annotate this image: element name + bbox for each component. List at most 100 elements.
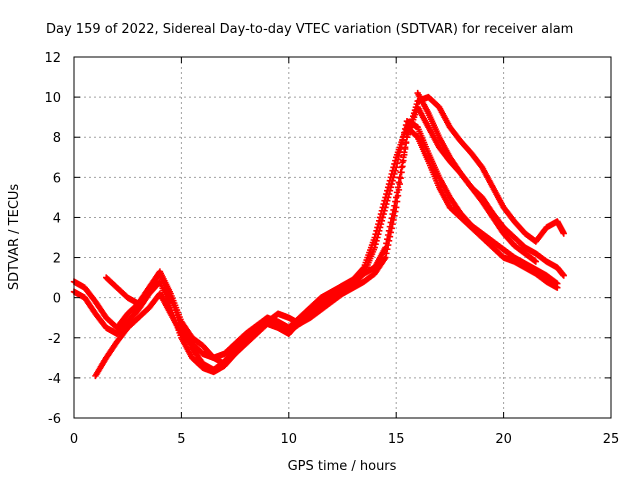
data-point <box>388 215 395 222</box>
series-trace-2 <box>70 117 561 376</box>
axis-ticks: 0 5 10 15 20 25 -6 -4 -2 0 2 4 6 8 10 12 <box>44 51 619 447</box>
data-point <box>560 272 567 279</box>
data-point <box>391 202 398 209</box>
data-point <box>396 174 403 181</box>
data-point <box>385 227 393 235</box>
x-tick-label: 20 <box>495 432 512 447</box>
grid-lines <box>74 57 611 418</box>
data-point <box>389 210 396 218</box>
data-point <box>386 187 394 194</box>
data-point <box>393 194 400 201</box>
data-point <box>397 174 404 182</box>
data-point <box>387 219 395 226</box>
data-point <box>392 198 399 205</box>
data-point <box>374 234 381 241</box>
chart-title: Day 159 of 2022, Sidereal Day-to-day VTE… <box>46 22 573 37</box>
data-point <box>381 207 388 214</box>
data-point <box>394 156 402 163</box>
data-point <box>372 240 379 248</box>
y-axis-label: SDTVAR / TECUs <box>7 184 22 291</box>
data-point <box>403 134 411 141</box>
data-point <box>392 167 399 174</box>
data-point <box>405 128 412 135</box>
series-trace-4 <box>103 93 567 368</box>
data-point <box>391 170 398 178</box>
x-axis-label: GPS time / hours <box>288 459 397 474</box>
y-tick-label: 8 <box>53 131 61 146</box>
plot-frame <box>73 56 612 419</box>
data-point <box>379 214 386 221</box>
data-point <box>382 244 389 251</box>
data-point <box>388 180 395 188</box>
data-point <box>394 184 402 191</box>
y-tick-label: -4 <box>48 372 61 387</box>
data-point <box>390 206 397 214</box>
data-point <box>371 244 378 251</box>
data-point <box>384 235 391 243</box>
data-point <box>399 137 406 144</box>
data-point <box>406 124 413 132</box>
data-point <box>385 190 393 198</box>
data-point <box>398 141 405 148</box>
data-point <box>373 237 380 245</box>
data-point <box>375 227 383 235</box>
data-point <box>409 115 416 123</box>
data-point <box>382 254 389 261</box>
data-point <box>384 231 392 239</box>
y-tick-label: -6 <box>48 412 61 427</box>
data-point <box>386 223 394 230</box>
data-point <box>400 154 407 161</box>
data-point <box>410 109 418 117</box>
data-point <box>412 103 420 111</box>
y-tick-label: -2 <box>48 332 61 347</box>
x-tick-label: 10 <box>281 432 298 447</box>
data-point <box>401 144 409 151</box>
series-trace-1 <box>70 123 561 374</box>
data-point <box>384 194 392 201</box>
data-point <box>401 149 408 156</box>
data-point <box>399 159 406 166</box>
data-point <box>378 217 386 224</box>
data-point <box>390 174 397 181</box>
data-point <box>410 112 417 120</box>
data-point <box>408 118 415 126</box>
series-trace-5 <box>414 89 567 279</box>
data-point <box>407 121 414 129</box>
data-point <box>411 106 419 114</box>
y-tick-label: 10 <box>44 91 61 106</box>
x-tick-label: 5 <box>177 432 185 447</box>
data-point <box>413 100 420 108</box>
data-point <box>398 164 405 171</box>
data-point <box>376 224 384 231</box>
data-point <box>560 230 567 237</box>
data-point <box>377 220 385 228</box>
data-point <box>395 179 403 186</box>
y-tick-label: 12 <box>44 51 61 66</box>
data-point <box>393 164 400 171</box>
data-point <box>393 160 401 167</box>
data-point <box>375 230 382 238</box>
y-tick-label: 4 <box>53 211 61 226</box>
data-point <box>554 280 561 287</box>
data-point <box>387 184 395 191</box>
data-point <box>397 144 404 152</box>
data-point <box>404 131 412 138</box>
y-tick-label: 6 <box>53 171 61 186</box>
x-tick-label: 0 <box>70 432 78 447</box>
data-markers <box>70 89 567 380</box>
data-point <box>383 240 390 247</box>
data-point <box>382 204 389 211</box>
data-point <box>383 200 390 208</box>
x-tick-label: 15 <box>388 432 405 447</box>
data-point <box>397 169 404 176</box>
y-tick-label: 0 <box>53 292 61 307</box>
data-point <box>395 152 403 159</box>
data-point <box>393 189 401 196</box>
data-point <box>380 210 387 218</box>
x-tick-label: 25 <box>603 432 620 447</box>
y-tick-label: 2 <box>53 252 61 267</box>
data-point <box>402 139 410 146</box>
data-point <box>384 197 391 204</box>
